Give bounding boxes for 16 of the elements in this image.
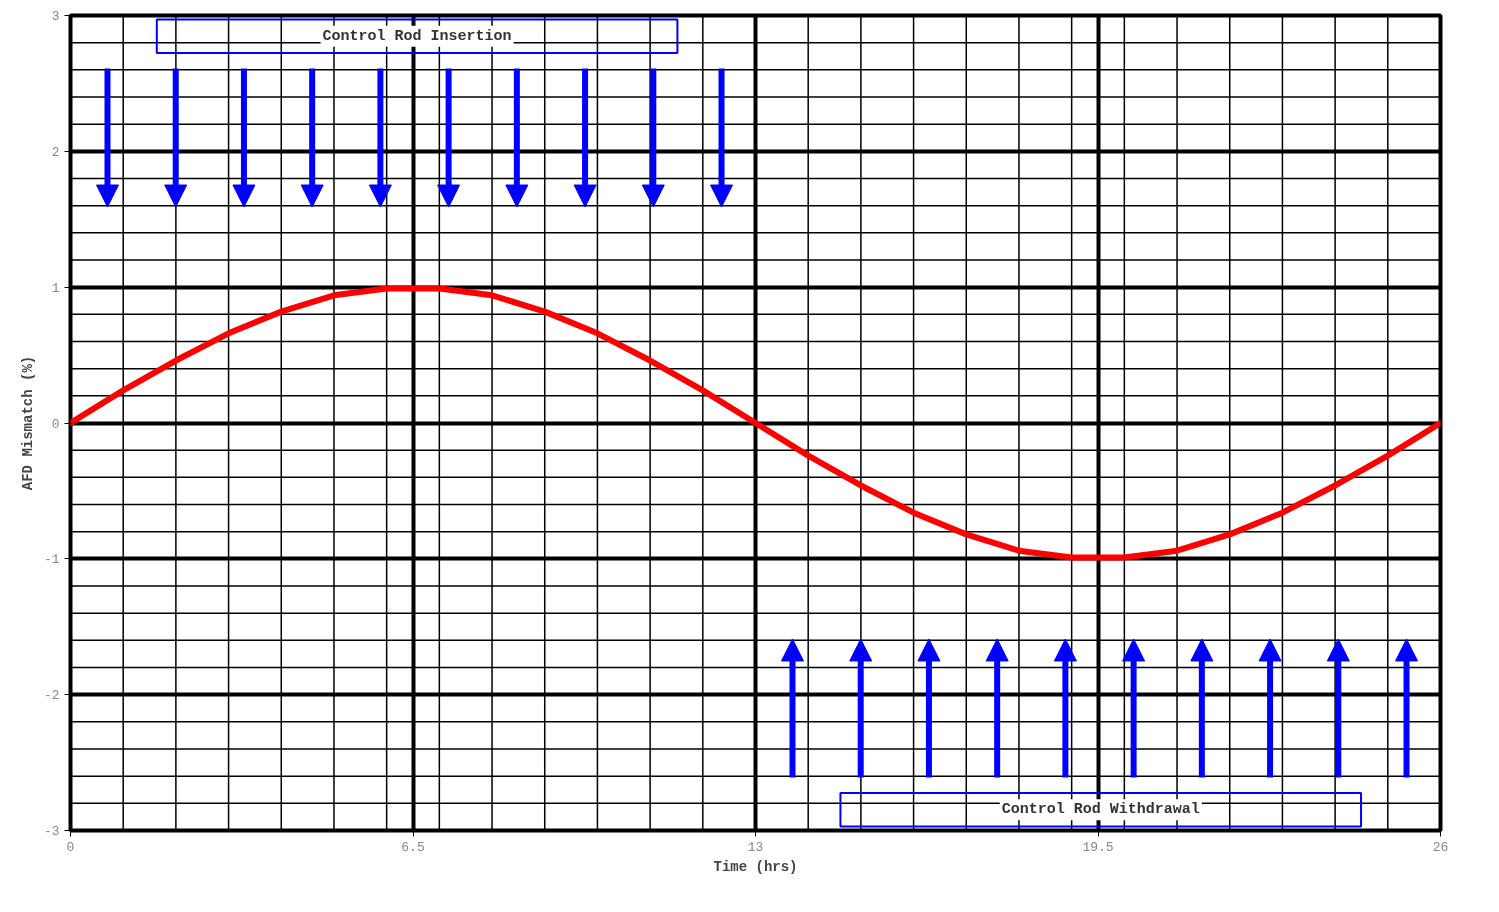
y-axis-title: AFD Mismatch (%) <box>19 355 36 491</box>
x-axis-title: Time (hrs) <box>713 858 798 875</box>
y-tick-label: -1 <box>43 552 60 568</box>
y-tick-label: -3 <box>43 824 60 839</box>
y-tick-label: 2 <box>51 144 60 160</box>
x-tick-label: 19.5 <box>1082 839 1114 855</box>
x-tick-label: 26 <box>1432 839 1449 855</box>
annotation: Control Rod Withdrawal <box>1001 801 1200 819</box>
y-tick-label: 3 <box>51 9 60 24</box>
x-tick-label: 13 <box>747 839 764 855</box>
y-tick-label: -2 <box>43 688 60 704</box>
x-tick-label: 6.5 <box>401 839 425 855</box>
x-tick-label: 0 <box>66 839 75 855</box>
y-tick-label: 1 <box>51 280 60 296</box>
annotation: Control Rod Insertion <box>322 27 512 45</box>
y-tick-label: 0 <box>51 416 60 432</box>
